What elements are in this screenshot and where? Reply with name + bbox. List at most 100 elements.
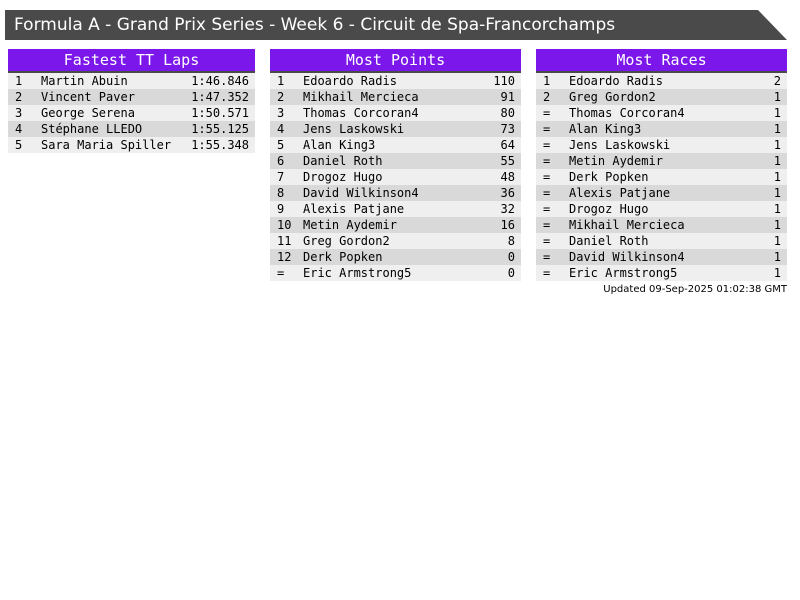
table-row: = Eric Armstrong5 0: [270, 265, 521, 281]
value-cell: 110: [493, 74, 515, 88]
table-row: 5 Sara Maria Spiller 1:55.348: [8, 137, 255, 153]
leaderboards: Fastest TT Laps 1 Martin Abuin 1:46.846 2 Vi…: [8, 49, 787, 281]
table-row: 1 Edoardo Radis 110: [270, 73, 521, 89]
driver-cell: Martin Abuin: [41, 74, 128, 88]
rank-cell: 2: [543, 90, 551, 104]
driver-cell: Mikhail Mercieca: [569, 218, 685, 232]
driver-cell: Edoardo Radis: [569, 74, 663, 88]
table-row: 3 Thomas Corcoran4 80: [270, 105, 521, 121]
rank-cell: 3: [277, 106, 285, 120]
value-cell: 1:55.348: [191, 138, 249, 152]
rank-cell: 9: [277, 202, 285, 216]
rank-cell: 2: [15, 90, 23, 104]
table-row: 2 Mikhail Mercieca 91: [270, 89, 521, 105]
table-row: 3 George Serena 1:50.571: [8, 105, 255, 121]
table-row: = David Wilkinson4 1: [536, 249, 787, 265]
table-row: 6 Daniel Roth 55: [270, 153, 521, 169]
most-races-table: Most Races 1 Edoardo Radis 2 2 Greg Gordon2 1…: [536, 49, 787, 281]
driver-cell: Edoardo Radis: [303, 74, 397, 88]
rank-cell: 4: [277, 122, 285, 136]
table-row: 12 Derk Popken 0: [270, 249, 521, 265]
fastest-tt-laps-title: Fastest TT Laps: [8, 49, 255, 73]
value-cell: 0: [507, 266, 515, 280]
driver-cell: Alan King3: [303, 138, 376, 152]
value-cell: 16: [500, 218, 515, 232]
rank-cell: 2: [277, 90, 285, 104]
table-row: 11 Greg Gordon2 8: [270, 233, 521, 249]
rank-cell: 11: [277, 234, 292, 248]
rank-cell: =: [277, 266, 285, 280]
most-points-title: Most Points: [270, 49, 521, 73]
value-cell: 1: [773, 90, 781, 104]
rank-cell: 5: [277, 138, 285, 152]
rank-cell: 12: [277, 250, 292, 264]
driver-cell: Drogoz Hugo: [569, 202, 649, 216]
driver-cell: Drogoz Hugo: [303, 170, 383, 184]
value-cell: 0: [507, 250, 515, 264]
most-points-rows: 1 Edoardo Radis 110 2 Mikhail Mercieca 91 3 Tho…: [270, 73, 521, 281]
driver-cell: Thomas Corcoran4: [569, 106, 685, 120]
rank-cell: =: [543, 250, 551, 264]
rank-cell: 5: [15, 138, 23, 152]
value-cell: 1: [773, 154, 781, 168]
value-cell: 8: [507, 234, 515, 248]
value-cell: 80: [500, 106, 515, 120]
rank-cell: 1: [15, 74, 23, 88]
rank-cell: 10: [277, 218, 292, 232]
value-cell: 55: [500, 154, 515, 168]
driver-cell: Jens Laskowski: [303, 122, 405, 136]
table-row: 2 Vincent Paver 1:47.352: [8, 89, 255, 105]
driver-cell: Metin Aydemir: [569, 154, 663, 168]
table-row: 1 Martin Abuin 1:46.846: [8, 73, 255, 89]
rank-cell: 6: [277, 154, 285, 168]
table-row: = Metin Aydemir 1: [536, 153, 787, 169]
rank-cell: =: [543, 218, 551, 232]
last-updated-timestamp: Updated 09-Sep-2025 01:02:38 GMT: [603, 284, 787, 295]
driver-cell: David Wilkinson4: [303, 186, 419, 200]
table-row: = Thomas Corcoran4 1: [536, 105, 787, 121]
value-cell: 1:46.846: [191, 74, 249, 88]
value-cell: 1:47.352: [191, 90, 249, 104]
driver-cell: Derk Popken: [569, 170, 649, 184]
value-cell: 2: [773, 74, 781, 88]
rank-cell: =: [543, 202, 551, 216]
table-row: = Mikhail Mercieca 1: [536, 217, 787, 233]
table-row: 5 Alan King3 64: [270, 137, 521, 153]
table-row: = Alan King3 1: [536, 121, 787, 137]
most-races-rows: 1 Edoardo Radis 2 2 Greg Gordon2 1 = Thomas Cor…: [536, 73, 787, 281]
event-title-bar: Formula A - Grand Prix Series - Week 6 -…: [5, 10, 787, 40]
driver-cell: Eric Armstrong5: [303, 266, 412, 280]
driver-cell: Stéphane LLEDO: [41, 122, 143, 136]
value-cell: 1: [773, 202, 781, 216]
rank-cell: 8: [277, 186, 285, 200]
table-row: = Daniel Roth 1: [536, 233, 787, 249]
driver-cell: Alan King3: [569, 122, 642, 136]
driver-cell: Derk Popken: [303, 250, 383, 264]
rank-cell: =: [543, 154, 551, 168]
table-row: 8 David Wilkinson4 36: [270, 185, 521, 201]
driver-cell: Alexis Patjane: [569, 186, 671, 200]
rank-cell: 7: [277, 170, 285, 184]
table-row: 1 Edoardo Radis 2: [536, 73, 787, 89]
value-cell: 73: [500, 122, 515, 136]
driver-cell: Thomas Corcoran4: [303, 106, 419, 120]
rank-cell: 1: [543, 74, 551, 88]
value-cell: 91: [500, 90, 515, 104]
table-row: = Jens Laskowski 1: [536, 137, 787, 153]
fastest-tt-laps-table: Fastest TT Laps 1 Martin Abuin 1:46.846 2 Vi…: [8, 49, 255, 153]
rank-cell: =: [543, 186, 551, 200]
fastest-tt-laps-rows: 1 Martin Abuin 1:46.846 2 Vincent Paver 1:47.…: [8, 73, 255, 153]
table-row: 4 Jens Laskowski 73: [270, 121, 521, 137]
value-cell: 1: [773, 170, 781, 184]
driver-cell: Daniel Roth: [569, 234, 649, 248]
rank-cell: =: [543, 266, 551, 280]
table-row: 2 Greg Gordon2 1: [536, 89, 787, 105]
value-cell: 1: [773, 186, 781, 200]
value-cell: 1: [773, 218, 781, 232]
rank-cell: 3: [15, 106, 23, 120]
driver-cell: Metin Aydemir: [303, 218, 397, 232]
table-row: 9 Alexis Patjane 32: [270, 201, 521, 217]
driver-cell: Eric Armstrong5: [569, 266, 678, 280]
value-cell: 1: [773, 122, 781, 136]
driver-cell: Vincent Paver: [41, 90, 135, 104]
